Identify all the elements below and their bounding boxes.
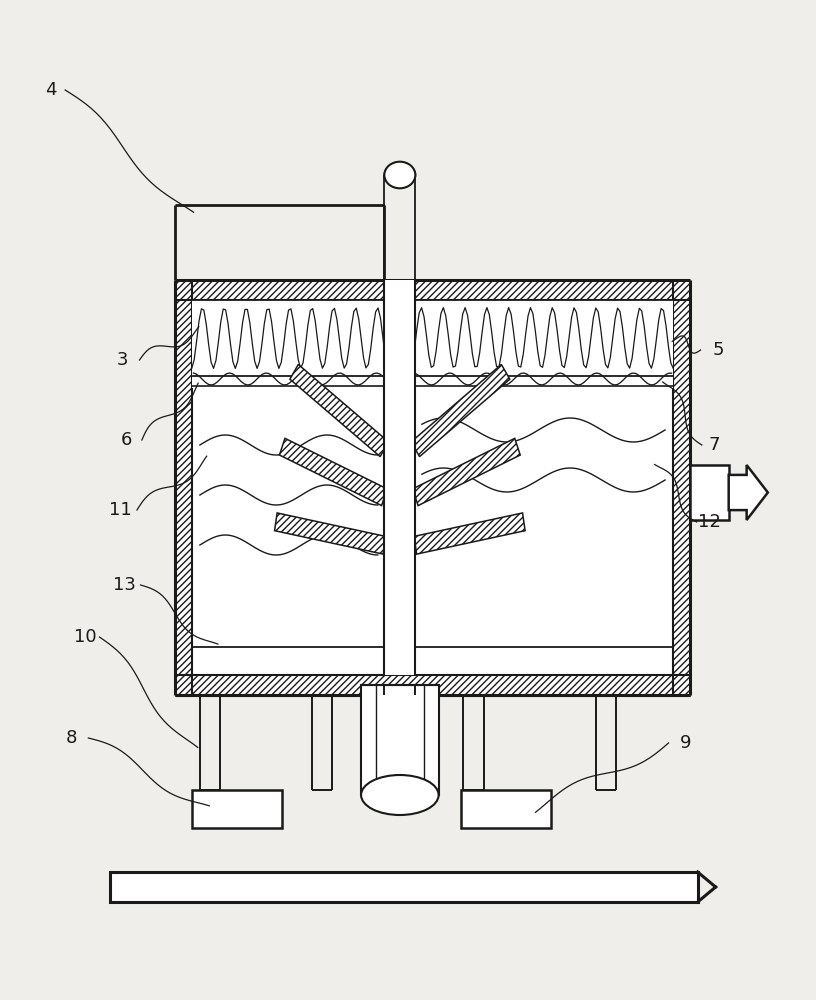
Bar [690,465,729,520]
Bar [175,280,192,695]
Bar [175,675,690,695]
Polygon shape [290,364,388,457]
Text: 6: 6 [121,431,132,449]
Polygon shape [414,513,526,554]
Bar [110,872,698,902]
Polygon shape [729,465,768,520]
Ellipse shape [384,162,415,188]
Text: 5: 5 [712,341,724,359]
Text: 13: 13 [113,576,136,594]
Text: 11: 11 [109,501,132,519]
Bar [461,790,551,828]
Bar [384,280,415,675]
Text: 3: 3 [117,351,128,369]
Text: 7: 7 [708,436,720,454]
Text: 4: 4 [45,81,56,99]
Bar [673,280,690,695]
Bar [192,300,673,376]
Bar [192,366,673,388]
Polygon shape [279,438,387,506]
Bar [192,790,282,828]
Polygon shape [274,513,386,554]
Ellipse shape [384,164,415,186]
Bar [384,280,415,675]
Bar [361,685,439,795]
Text: 10: 10 [74,628,97,646]
Text: 9: 9 [680,734,691,752]
Polygon shape [411,364,510,457]
Polygon shape [413,438,521,506]
Text: 8: 8 [66,729,78,747]
Ellipse shape [361,775,439,815]
Bar [175,280,690,695]
Text: 12: 12 [698,513,721,531]
Bar [175,280,690,300]
